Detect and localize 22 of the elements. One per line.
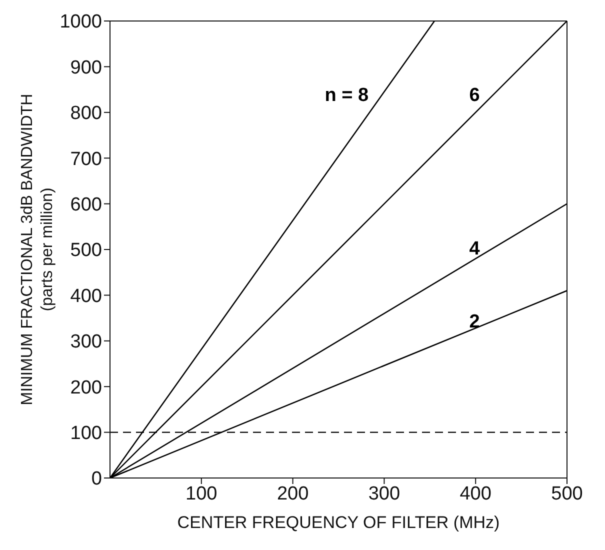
- x-tick-label: 500: [551, 483, 583, 504]
- y-tick-label: 700: [70, 148, 102, 170]
- y-tick-label: 0: [91, 468, 102, 490]
- x-tick-label: 400: [460, 483, 492, 504]
- y-tick-label: 400: [70, 286, 102, 307]
- series-label: 2: [469, 311, 480, 332]
- y-tick-label: 1000: [60, 12, 102, 33]
- y-tick-label: 900: [70, 57, 102, 78]
- y-axis-title: MINIMUM FRACTIONAL 3dB BANDWIDTH (parts per million): [19, 94, 56, 406]
- x-tick-label: 200: [276, 483, 309, 504]
- y-tick-label: 600: [70, 194, 102, 216]
- x-tick-label: 100: [186, 483, 218, 504]
- y-tick-label: 300: [70, 332, 102, 353]
- series-label: 6: [469, 84, 480, 106]
- y-tick-label: 800: [70, 103, 102, 124]
- x-axis-title: CENTER FREQUENCY OF FILTER (MHz): [177, 513, 500, 532]
- y-tick-label: 100: [70, 423, 102, 444]
- x-tick-label: 300: [368, 483, 400, 504]
- series-label: n = 8: [324, 84, 369, 106]
- series-label: 4: [469, 238, 480, 260]
- y-tick-label: 200: [70, 377, 102, 398]
- y-tick-label: 500: [70, 240, 102, 262]
